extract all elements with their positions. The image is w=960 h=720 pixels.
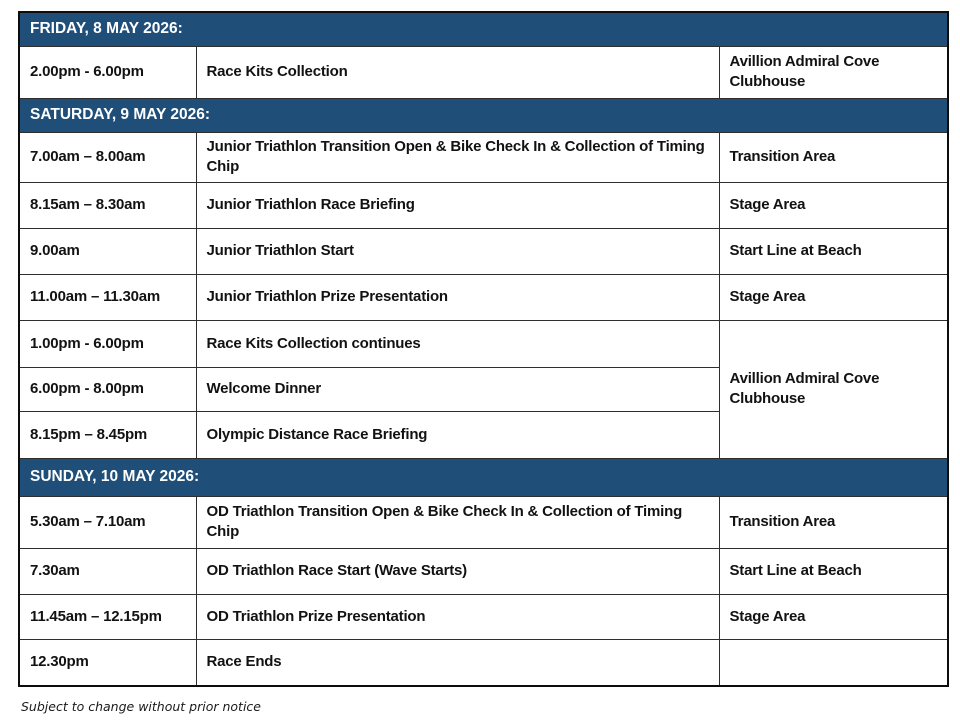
- day-header-row-sunday: SUNDAY, 10 MAY 2026:: [18, 457, 949, 497]
- location-cell: Stage Area: [718, 273, 949, 321]
- time-cell: 8.15pm – 8.45pm: [18, 410, 197, 459]
- event-cell: Olympic Distance Race Briefing: [195, 410, 720, 459]
- table-row: 11.00am – 11.30am Junior Triathlon Prize…: [18, 273, 949, 321]
- location-cell: Avillion Admiral Cove Clubhouse: [718, 45, 949, 99]
- event-schedule-table: FRIDAY, 8 MAY 2026: 2.00pm - 6.00pm Race…: [18, 11, 949, 687]
- event-cell: OD Triathlon Race Start (Wave Starts): [195, 547, 720, 595]
- table-row: 2.00pm - 6.00pm Race Kits Collection Avi…: [18, 45, 949, 99]
- event-cell: Junior Triathlon Transition Open & Bike …: [195, 131, 720, 183]
- location-cell: Transition Area: [718, 131, 949, 183]
- event-cell: Race Kits Collection continues: [195, 319, 720, 368]
- day-header-label: FRIDAY, 8 MAY 2026:: [18, 11, 949, 47]
- time-cell: 11.00am – 11.30am: [18, 273, 197, 321]
- location-cell: Stage Area: [718, 181, 949, 229]
- time-cell: 2.00pm - 6.00pm: [18, 45, 197, 99]
- event-cell: Race Kits Collection: [195, 45, 720, 99]
- table-row: 6.00pm - 8.00pm Welcome Dinner: [18, 366, 948, 412]
- time-cell: 7.00am – 8.00am: [18, 131, 197, 183]
- location-cell: Stage Area: [718, 593, 949, 640]
- table-row: 8.15am – 8.30am Junior Triathlon Race Br…: [18, 181, 949, 229]
- day-header-row-saturday: SATURDAY, 9 MAY 2026:: [18, 97, 949, 133]
- event-cell: Junior Triathlon Start: [195, 227, 720, 275]
- day-header-label: SUNDAY, 10 MAY 2026:: [18, 457, 949, 497]
- time-cell: 7.30am: [18, 547, 197, 595]
- event-cell: Race Ends: [195, 638, 720, 687]
- time-cell: 9.00am: [18, 227, 197, 275]
- day-header-label: SATURDAY, 9 MAY 2026:: [18, 97, 949, 133]
- table-row: 12.30pm Race Ends: [18, 638, 949, 687]
- event-cell: Junior Triathlon Race Briefing: [195, 181, 720, 229]
- event-cell: OD Triathlon Prize Presentation: [195, 593, 720, 640]
- day-header-row-friday: FRIDAY, 8 MAY 2026:: [18, 11, 949, 47]
- time-cell: 1.00pm - 6.00pm: [18, 319, 197, 368]
- location-cell: Transition Area: [718, 495, 949, 549]
- time-cell: 6.00pm - 8.00pm: [18, 366, 197, 412]
- table-row: 1.00pm - 6.00pm Race Kits Collection con…: [18, 319, 949, 459]
- location-cell: Start Line at Beach: [718, 227, 949, 275]
- table-row: 9.00am Junior Triathlon Start Start Line…: [18, 227, 949, 275]
- location-cell-merged: Avillion Admiral Cove Clubhouse: [718, 319, 949, 459]
- time-cell: 11.45am – 12.15pm: [18, 593, 197, 640]
- location-cell: Start Line at Beach: [718, 547, 949, 595]
- time-cell: 5.30am – 7.10am: [18, 495, 197, 549]
- table-row: 8.15pm – 8.45pm Olympic Distance Race Br…: [18, 410, 948, 459]
- time-cell: 12.30pm: [18, 638, 197, 687]
- table-row: 7.30am OD Triathlon Race Start (Wave Sta…: [18, 547, 949, 595]
- table-row: 7.00am – 8.00am Junior Triathlon Transit…: [18, 131, 949, 183]
- event-cell: Welcome Dinner: [195, 366, 720, 412]
- event-cell: Junior Triathlon Prize Presentation: [195, 273, 720, 321]
- time-cell: 8.15am – 8.30am: [18, 181, 197, 229]
- disclaimer-note: Subject to change without prior notice: [21, 699, 261, 714]
- table-row: 5.30am – 7.10am OD Triathlon Transition …: [18, 495, 949, 549]
- location-cell-empty: [718, 638, 949, 687]
- event-cell: OD Triathlon Transition Open & Bike Chec…: [195, 495, 720, 549]
- table-row: 11.45am – 12.15pm OD Triathlon Prize Pre…: [18, 593, 949, 640]
